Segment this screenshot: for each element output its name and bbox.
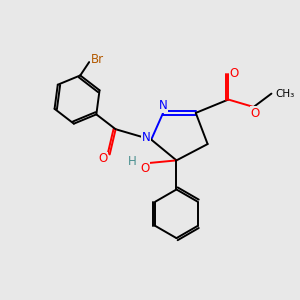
Text: O: O — [250, 107, 260, 120]
Text: H: H — [128, 155, 136, 168]
Text: Br: Br — [91, 52, 104, 66]
Text: N: N — [142, 131, 150, 144]
Text: O: O — [229, 67, 239, 80]
Text: N: N — [159, 99, 167, 112]
Text: O: O — [140, 162, 149, 175]
Text: CH₃: CH₃ — [275, 88, 294, 99]
Text: O: O — [98, 152, 108, 165]
